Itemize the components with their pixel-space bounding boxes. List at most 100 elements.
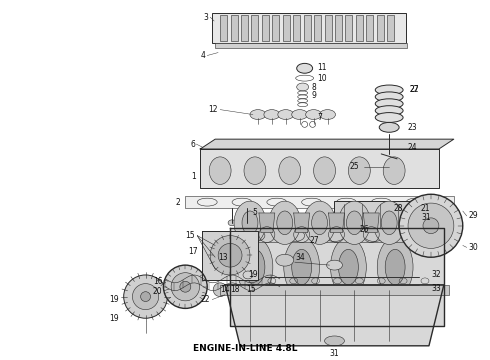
Ellipse shape [292,249,312,285]
Bar [387,15,394,41]
Polygon shape [328,213,344,233]
Text: 31: 31 [421,213,431,222]
Text: 11: 11 [318,63,327,72]
Bar [272,15,279,41]
Text: 28: 28 [393,203,403,212]
Bar [220,285,449,294]
Text: ENGINE-IN-LINE 4.8L: ENGINE-IN-LINE 4.8L [193,344,297,353]
Ellipse shape [339,201,370,244]
Text: 22: 22 [201,295,210,304]
Ellipse shape [278,110,294,120]
Text: 21: 21 [421,203,431,212]
Bar [377,15,384,41]
Ellipse shape [180,282,191,292]
Ellipse shape [375,92,403,102]
Text: 18: 18 [230,285,240,294]
Ellipse shape [228,220,236,226]
Ellipse shape [250,110,266,120]
Ellipse shape [326,260,343,270]
Text: 27: 27 [409,85,418,94]
Text: 2: 2 [175,198,180,207]
Ellipse shape [277,211,293,235]
Text: 20: 20 [153,287,163,296]
Ellipse shape [222,247,238,258]
Bar [262,15,269,41]
Bar [356,15,363,41]
Text: 17: 17 [189,247,198,256]
Ellipse shape [304,201,336,244]
Bar [335,15,342,41]
Text: 12: 12 [209,105,218,114]
Ellipse shape [408,203,454,248]
Ellipse shape [383,157,405,184]
Text: 7: 7 [318,113,322,122]
Ellipse shape [348,157,370,184]
Ellipse shape [132,284,159,310]
Text: 29: 29 [469,211,478,220]
Text: 3: 3 [203,13,208,22]
Text: 9: 9 [312,91,317,100]
Ellipse shape [213,283,227,297]
Text: 19: 19 [109,295,119,304]
Text: 14: 14 [220,285,230,294]
Bar [215,43,407,48]
Text: 32: 32 [431,270,441,279]
Ellipse shape [312,211,327,235]
Ellipse shape [210,235,250,275]
Bar [220,15,227,41]
Ellipse shape [264,110,280,120]
Polygon shape [200,149,439,188]
Polygon shape [294,213,310,233]
Ellipse shape [375,99,403,109]
Text: 1: 1 [192,172,196,181]
Text: 15: 15 [186,231,196,240]
Polygon shape [230,228,444,326]
Ellipse shape [237,238,273,297]
Ellipse shape [314,157,336,184]
Polygon shape [225,285,444,346]
Text: 23: 23 [407,123,416,132]
Text: 6: 6 [191,140,196,149]
Bar [241,15,248,41]
Text: 34: 34 [295,253,305,262]
Bar [283,15,290,41]
Text: 33: 33 [431,284,441,293]
Ellipse shape [346,211,362,235]
Ellipse shape [123,275,168,318]
Text: 31: 31 [330,349,339,358]
Ellipse shape [218,243,242,267]
Ellipse shape [377,238,413,297]
Bar [304,15,311,41]
Text: 10: 10 [318,74,327,83]
Text: 26: 26 [359,225,369,234]
Text: 25: 25 [350,162,359,171]
Bar [185,196,454,208]
Ellipse shape [306,110,321,120]
Bar [314,15,321,41]
Bar [235,228,439,243]
Ellipse shape [375,85,403,95]
Ellipse shape [292,110,308,120]
Bar [345,15,352,41]
Ellipse shape [423,218,439,234]
Ellipse shape [284,238,319,297]
Text: 19: 19 [109,314,119,323]
Text: 30: 30 [469,243,478,252]
Ellipse shape [245,249,265,285]
Ellipse shape [339,249,358,285]
Polygon shape [259,213,275,233]
Bar [335,201,414,231]
Bar [367,15,373,41]
Text: 5: 5 [252,208,257,217]
Text: 4: 4 [200,51,205,60]
Ellipse shape [164,265,207,309]
Ellipse shape [381,211,397,235]
Ellipse shape [171,273,199,301]
Bar [231,15,238,41]
Text: 19: 19 [248,270,258,279]
Ellipse shape [379,122,399,132]
Ellipse shape [279,157,301,184]
Text: 27: 27 [310,236,319,245]
Polygon shape [363,213,379,233]
Ellipse shape [324,336,344,346]
